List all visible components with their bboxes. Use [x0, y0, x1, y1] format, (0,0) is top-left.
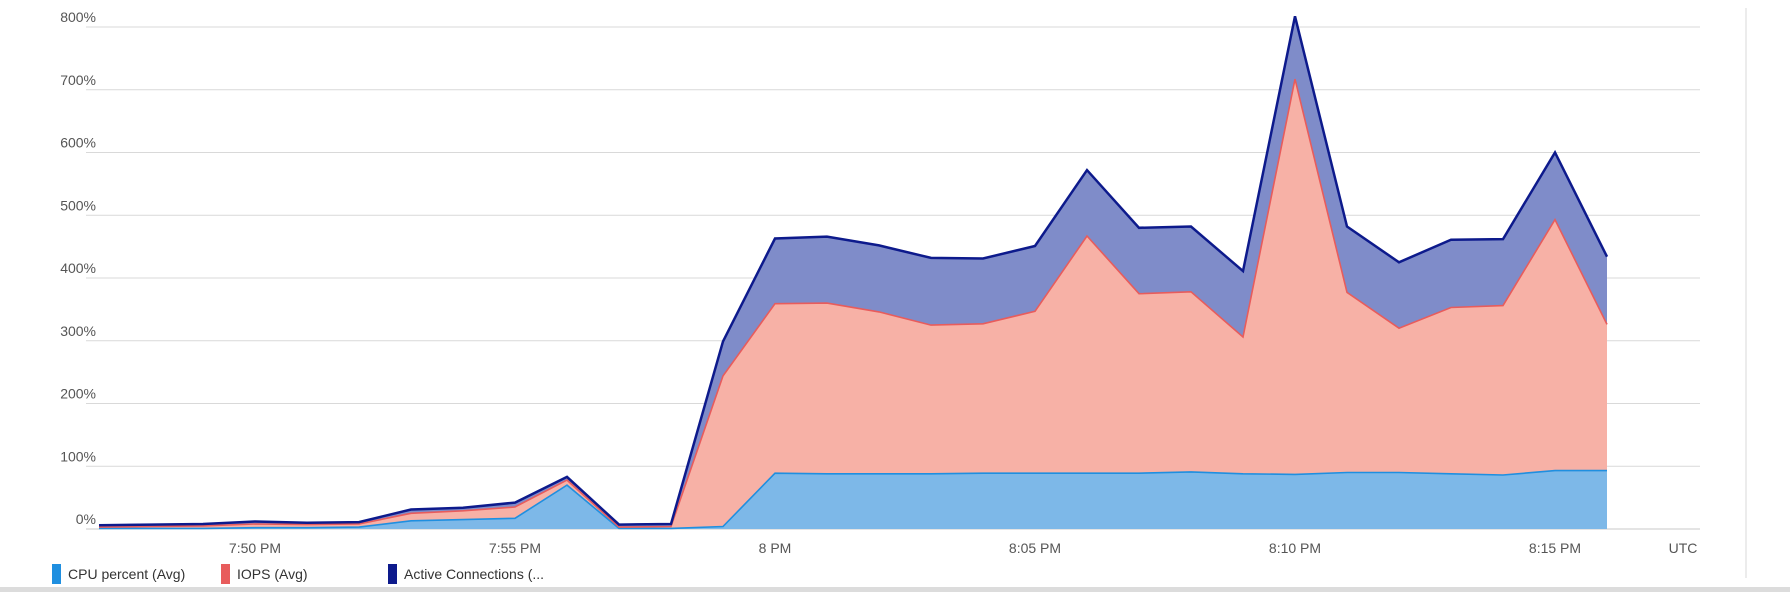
y-tick-label-0: 0%	[76, 511, 96, 527]
line-cpu-percent-avg[interactable]	[99, 469, 1607, 530]
bottom-scrollbar-track	[0, 587, 1790, 592]
x-tick-label-8-15-pm: 8:15 PM	[1529, 540, 1581, 556]
x-tick-label-8-pm: 8 PM	[759, 540, 792, 556]
y-tick-label-200: 200%	[60, 386, 96, 402]
y-tick-label-800: 800%	[60, 9, 96, 25]
x-tick-label-7-50-pm: 7:50 PM	[229, 540, 281, 556]
x-tick-label-8-10-pm: 8:10 PM	[1269, 540, 1321, 556]
legend-item-iops[interactable]: IOPS (Avg)	[221, 564, 308, 584]
legend-label-active-connections: Active Connections (...	[404, 566, 545, 582]
area-cpu-percent-avg[interactable]	[99, 470, 1607, 529]
legend-label-cpu-percent: CPU percent (Avg)	[68, 566, 186, 582]
legend-item-cpu-percent[interactable]: CPU percent (Avg)	[52, 564, 185, 584]
x-tick-label-7-55-pm: 7:55 PM	[489, 540, 541, 556]
y-tick-label-600: 600%	[60, 135, 96, 151]
legend-swatch-cpu-percent	[52, 564, 61, 584]
area-active-connections[interactable]	[99, 16, 1607, 528]
y-tick-label-400: 400%	[60, 260, 96, 276]
panel-divider	[1745, 8, 1747, 578]
x-axis-unit-label: UTC	[1669, 540, 1698, 556]
legend-item-active-connections[interactable]: Active Connections (...	[388, 564, 544, 584]
legend-swatch-active-connections	[388, 564, 397, 584]
y-tick-label-700: 700%	[60, 72, 96, 88]
legend-label-iops: IOPS (Avg)	[237, 566, 308, 582]
y-tick-label-100: 100%	[60, 448, 96, 464]
area-iops-avg[interactable]	[99, 79, 1607, 529]
y-tick-label-300: 300%	[60, 323, 96, 339]
line-iops-avg[interactable]	[98, 78, 1608, 528]
legend-swatch-iops	[221, 564, 230, 584]
x-tick-label-8-05-pm: 8:05 PM	[1009, 540, 1061, 556]
y-tick-label-500: 500%	[60, 197, 96, 213]
line-active-connections[interactable]	[98, 15, 1609, 527]
